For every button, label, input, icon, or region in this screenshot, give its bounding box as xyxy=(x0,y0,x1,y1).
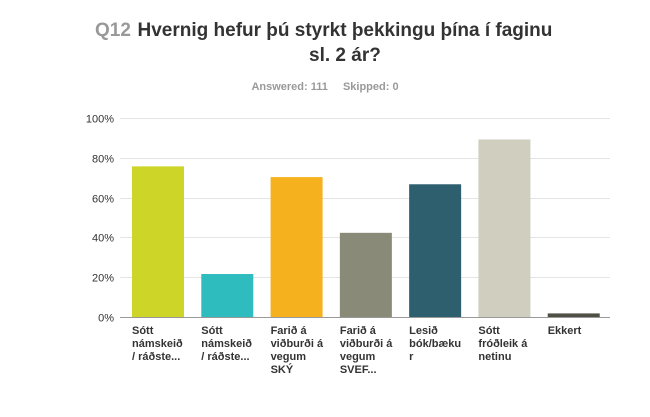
skipped-count: Skipped: 0 xyxy=(342,81,399,93)
bar[interactable] xyxy=(339,232,392,317)
y-tick-label: 60% xyxy=(92,194,114,206)
question-text: Hvernig hefur þú styrkt þekkingu þína í … xyxy=(137,20,553,66)
bar[interactable] xyxy=(478,139,531,317)
answered-count: Answered: 111 xyxy=(251,81,328,93)
y-tick-label: 100% xyxy=(86,114,114,126)
y-tick-label: 80% xyxy=(92,154,114,166)
bar[interactable] xyxy=(270,177,323,317)
bar[interactable] xyxy=(547,313,600,317)
chart-title: Q12 Hvernig hefur þú styrkt þekkingu þína… xyxy=(0,18,650,68)
y-tick-label: 20% xyxy=(92,273,114,285)
x-tick-label: Sótt námskeið / ráðste... xyxy=(201,325,253,363)
bar[interactable] xyxy=(201,274,254,317)
y-tick-label: 40% xyxy=(92,233,114,245)
x-tick-label: Sótt námskeið / ráðste... xyxy=(132,325,183,363)
x-tick-label: Farið á viðburði á vegum SKÝ xyxy=(270,325,324,376)
x-tick-label: Sótt fróðleik á netinu xyxy=(478,325,528,363)
question-number: Q12 xyxy=(95,20,131,41)
x-tick-label: Lesið bók/bækur xyxy=(409,325,462,363)
x-tick-label: Farið á viðburði á vegum SVEF... xyxy=(339,325,393,376)
response-stats: Answered: 111 Skipped: 0 xyxy=(0,81,650,93)
x-tick-label: Ekkert xyxy=(547,325,582,337)
y-tick-label: 0% xyxy=(98,313,114,325)
bar[interactable] xyxy=(409,184,462,317)
bars xyxy=(132,139,600,317)
y-axis: 0% 20% 40% 60% 80% 100% xyxy=(86,114,114,325)
bar[interactable] xyxy=(132,166,184,317)
